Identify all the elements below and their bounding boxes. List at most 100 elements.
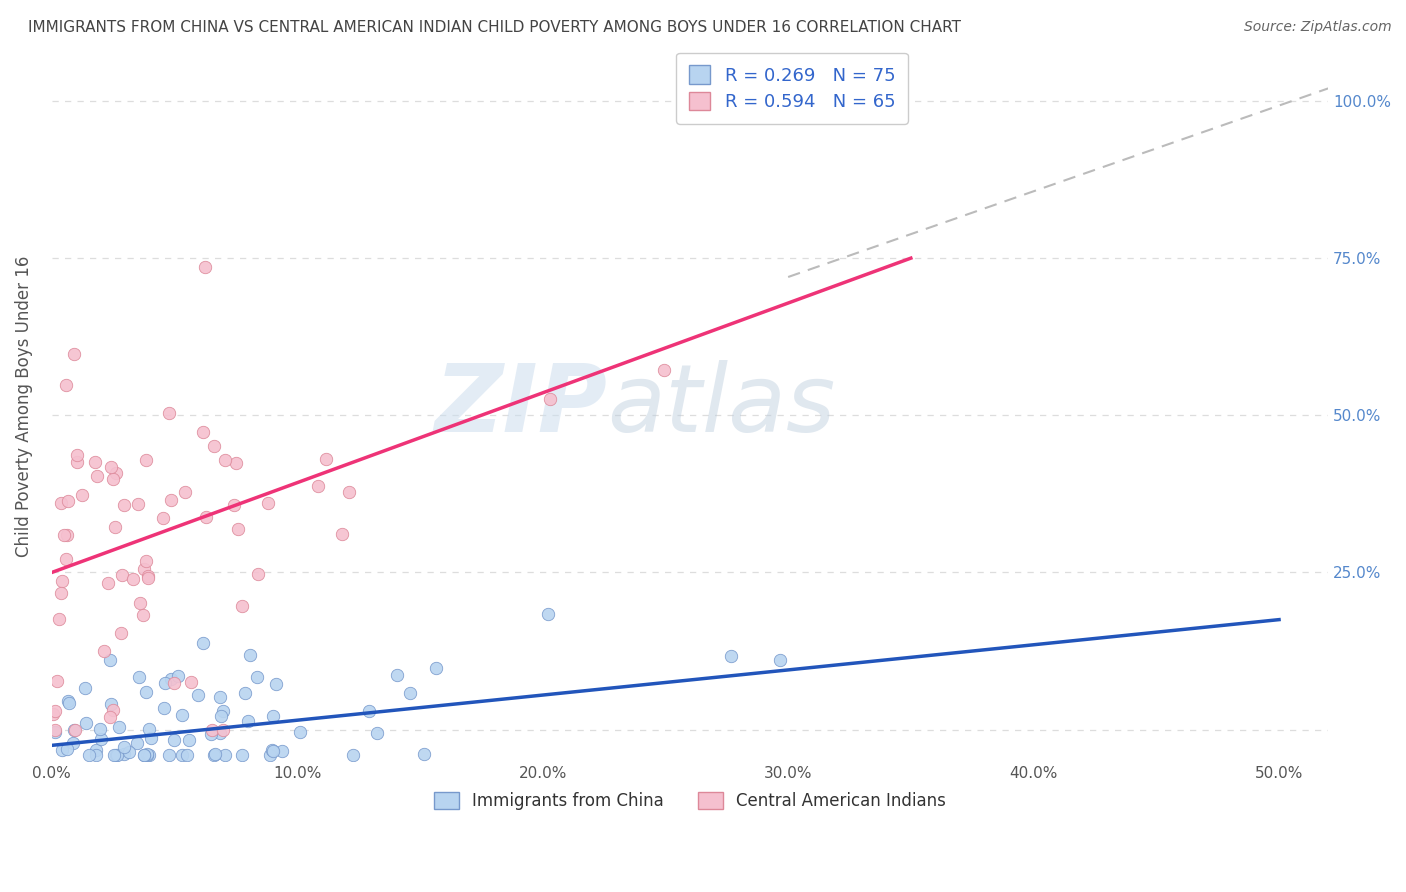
Point: [107, 720, 129, 734]
Point: [121, 572, 143, 586]
Point: [55, 377, 77, 392]
Point: [112, 739, 135, 754]
Point: [225, 456, 247, 470]
Point: [98, 653, 121, 667]
Point: [51, 574, 73, 589]
Point: [56, 528, 79, 542]
Point: [176, 747, 198, 762]
Point: [412, 747, 434, 762]
Point: [262, 744, 284, 758]
Point: [139, 731, 162, 745]
Point: [163, 676, 186, 690]
Point: [208, 726, 231, 740]
Point: [55, 552, 77, 566]
Point: [135, 553, 157, 567]
Point: [262, 709, 284, 723]
Point: [132, 747, 155, 762]
Point: [359, 704, 381, 718]
Point: [152, 510, 174, 524]
Point: [160, 672, 183, 686]
Point: [163, 733, 186, 747]
Point: [63, 723, 86, 737]
Legend: Immigrants from China, Central American Indians: Immigrants from China, Central American …: [427, 785, 952, 817]
Point: [170, 747, 193, 762]
Point: [160, 493, 183, 508]
Point: [111, 567, 134, 582]
Point: [51, 743, 73, 757]
Point: [110, 626, 132, 640]
Point: [103, 747, 125, 762]
Point: [201, 723, 224, 737]
Point: [209, 709, 232, 723]
Point: [212, 723, 235, 737]
Point: [44, 723, 66, 737]
Point: [239, 648, 262, 663]
Point: [238, 714, 260, 729]
Point: [246, 669, 269, 683]
Point: [187, 688, 209, 702]
Point: [270, 744, 292, 758]
Point: [307, 479, 329, 493]
Point: [65, 455, 87, 469]
Point: [63, 723, 86, 738]
Text: IMMIGRANTS FROM CHINA VS CENTRAL AMERICAN INDIAN CHILD POVERTY AMONG BOYS UNDER : IMMIGRANTS FROM CHINA VS CENTRAL AMERICA…: [28, 20, 962, 35]
Point: [200, 727, 222, 741]
Point: [83, 455, 105, 469]
Point: [387, 668, 409, 682]
Point: [51, 496, 73, 510]
Point: [105, 747, 128, 762]
Point: [44, 704, 66, 718]
Point: [204, 747, 226, 762]
Point: [135, 453, 157, 467]
Point: [209, 690, 232, 704]
Point: [52, 528, 75, 542]
Point: [212, 704, 235, 718]
Point: [101, 472, 124, 486]
Point: [315, 451, 337, 466]
Point: [769, 653, 792, 667]
Point: [84, 743, 107, 757]
Point: [157, 406, 180, 420]
Point: [66, 448, 89, 462]
Point: [93, 644, 115, 658]
Point: [73, 681, 96, 695]
Point: [153, 700, 176, 714]
Point: [98, 710, 121, 724]
Point: [136, 747, 159, 762]
Point: [104, 520, 127, 534]
Point: [46, 673, 69, 688]
Point: [70, 488, 93, 502]
Point: [226, 522, 249, 536]
Point: [86, 469, 108, 483]
Point: [202, 439, 225, 453]
Point: [138, 722, 160, 736]
Point: [134, 747, 156, 762]
Text: atlas: atlas: [607, 360, 835, 451]
Point: [97, 576, 120, 591]
Text: ZIP: ZIP: [434, 359, 607, 452]
Point: [132, 562, 155, 576]
Point: [75, 715, 97, 730]
Point: [425, 661, 447, 675]
Point: [84, 747, 107, 762]
Point: [77, 747, 100, 762]
Point: [136, 747, 159, 761]
Text: Source: ZipAtlas.com: Source: ZipAtlas.com: [1244, 20, 1392, 34]
Point: [173, 485, 195, 500]
Point: [127, 736, 149, 750]
Point: [55, 742, 77, 756]
Point: [101, 703, 124, 717]
Point: [214, 452, 236, 467]
Point: [48, 612, 70, 626]
Point: [58, 693, 80, 707]
Point: [264, 677, 287, 691]
Point: [58, 696, 80, 710]
Point: [398, 686, 420, 700]
Point: [127, 497, 149, 511]
Point: [214, 747, 236, 762]
Point: [44, 725, 66, 739]
Point: [136, 568, 159, 582]
Point: [49, 585, 72, 599]
Point: [260, 743, 283, 757]
Point: [112, 747, 135, 761]
